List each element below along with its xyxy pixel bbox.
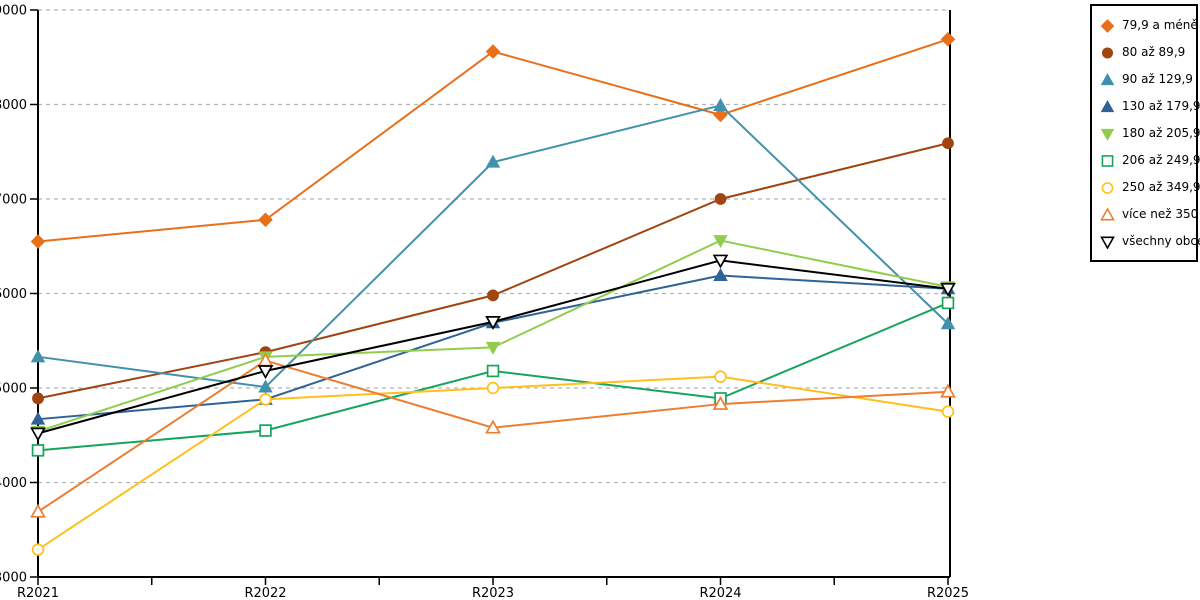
y-axis-tick-label: 7000 bbox=[0, 193, 27, 208]
y-axis-tick-label: 3000 bbox=[0, 571, 27, 586]
data-point-marker bbox=[712, 254, 729, 269]
data-point-marker bbox=[1101, 46, 1114, 59]
series-line bbox=[37, 38, 949, 243]
data-point-marker bbox=[30, 411, 46, 425]
triangle-up-icon bbox=[1100, 99, 1115, 112]
data-point-marker bbox=[31, 543, 45, 556]
legend-item-3: 130 až 179,9 bbox=[1100, 97, 1200, 115]
circle-icon bbox=[1101, 46, 1114, 59]
data-point-marker bbox=[30, 234, 46, 249]
circle-icon bbox=[1101, 181, 1114, 194]
data-point-marker bbox=[31, 444, 45, 457]
data-point-marker bbox=[485, 341, 501, 355]
data-point-marker bbox=[941, 296, 955, 310]
triangle-down-icon bbox=[1100, 235, 1115, 249]
legend-item-6: 250 až 349,9 bbox=[1100, 178, 1200, 196]
series-8 bbox=[30, 254, 956, 442]
data-point-marker bbox=[1100, 99, 1115, 112]
square-icon bbox=[1101, 154, 1114, 167]
series-2 bbox=[30, 98, 956, 393]
data-point-marker bbox=[1100, 18, 1115, 33]
y-axis-tick-label: 5000 bbox=[0, 382, 27, 397]
data-point-marker bbox=[713, 107, 728, 123]
data-point-marker bbox=[940, 282, 956, 297]
data-point-marker bbox=[259, 393, 272, 406]
series-line bbox=[37, 375, 949, 551]
data-point-marker bbox=[257, 365, 274, 380]
y-axis-tick-label: 4000 bbox=[0, 476, 27, 491]
legend-item-label: 90 až 129,9 bbox=[1122, 72, 1193, 86]
data-point-marker bbox=[32, 392, 44, 405]
legend-item-label: více než 350 bbox=[1122, 207, 1199, 221]
data-point-marker bbox=[1101, 154, 1114, 167]
legend-item-label: 206 až 249,9 bbox=[1122, 153, 1200, 167]
data-point-marker bbox=[940, 31, 956, 47]
data-point-marker bbox=[712, 395, 729, 410]
data-point-marker bbox=[713, 235, 728, 249]
y-axis-tick-label: 9000 bbox=[0, 4, 27, 19]
data-point-marker bbox=[485, 44, 501, 59]
x-axis-tick-label: R2022 bbox=[244, 586, 286, 600]
data-point-marker bbox=[714, 370, 727, 383]
data-point-marker bbox=[30, 349, 46, 363]
series-0 bbox=[30, 31, 956, 249]
data-point-marker bbox=[485, 316, 501, 330]
triangle-down-icon bbox=[1100, 128, 1115, 141]
legend-item-label: 79,9 a méně bbox=[1122, 18, 1198, 32]
data-point-marker bbox=[259, 424, 272, 437]
data-point-marker bbox=[1100, 72, 1115, 85]
data-point-marker bbox=[258, 212, 273, 228]
legend-item-8: všechny obce bbox=[1100, 232, 1200, 250]
x-axis-tick-label: R2023 bbox=[472, 586, 514, 600]
data-point-marker bbox=[487, 289, 499, 302]
legend-item-7: více než 350 bbox=[1100, 205, 1198, 223]
legend-item-label: 180 až 205,9 bbox=[1122, 126, 1200, 140]
triangle-up-icon bbox=[1100, 206, 1115, 220]
data-point-marker bbox=[714, 193, 727, 205]
legend-item-5: 206 až 249,9 bbox=[1100, 151, 1200, 169]
y-axis: 3000 4000 5000 6000 7000 8000 9000 bbox=[0, 4, 38, 586]
legend-item-0: 79,9 a méně bbox=[1100, 16, 1198, 34]
legend-item-label: 80 až 89,9 bbox=[1122, 45, 1186, 59]
data-point-marker bbox=[941, 405, 955, 418]
x-axis-tick-label: R2025 bbox=[927, 586, 969, 600]
y-axis-tick-label: 8000 bbox=[0, 98, 27, 113]
data-point-marker bbox=[1100, 235, 1115, 249]
y-axis-tick-label: 6000 bbox=[0, 287, 27, 302]
legend-item-label: všechny obce bbox=[1122, 234, 1200, 248]
data-point-marker bbox=[486, 381, 500, 395]
data-point-marker bbox=[713, 268, 728, 282]
data-point-marker bbox=[940, 383, 956, 398]
legend-item-label: 130 až 179,9 bbox=[1122, 99, 1200, 113]
x-axis-tick-label: R2021 bbox=[17, 586, 59, 600]
data-point-marker bbox=[30, 503, 46, 518]
x-axis-tick-label: R2024 bbox=[699, 586, 741, 600]
legend-item-label: 250 až 349,9 bbox=[1122, 180, 1200, 194]
data-point-marker bbox=[1100, 206, 1115, 220]
data-point-marker bbox=[486, 364, 500, 378]
legend-item-4: 180 až 205,9 bbox=[1100, 124, 1200, 142]
legend-item-2: 90 až 129,9 bbox=[1100, 70, 1193, 88]
data-point-marker bbox=[30, 427, 46, 442]
triangle-up-icon bbox=[1100, 72, 1115, 85]
data-point-marker bbox=[485, 154, 501, 168]
data-point-marker bbox=[485, 419, 501, 434]
x-axis: R2021 R2022 R2023 R2024 R2025 bbox=[17, 577, 969, 600]
data-point-marker bbox=[713, 98, 728, 111]
series-line bbox=[37, 239, 949, 433]
data-point-marker bbox=[1101, 181, 1114, 194]
series-6 bbox=[31, 370, 955, 556]
data-point-marker bbox=[940, 316, 956, 330]
series-1 bbox=[32, 137, 954, 405]
gridlines bbox=[38, 9, 948, 484]
diamond-icon bbox=[1100, 18, 1115, 33]
legend: 79,9 a méně 80 až 89,9 90 až 129,9 130 až 1… bbox=[1090, 4, 1200, 262]
data-point-marker bbox=[942, 137, 954, 150]
series-7 bbox=[30, 352, 956, 518]
legend-item-1: 80 až 89,9 bbox=[1100, 43, 1192, 61]
data-point-marker bbox=[1100, 128, 1115, 141]
